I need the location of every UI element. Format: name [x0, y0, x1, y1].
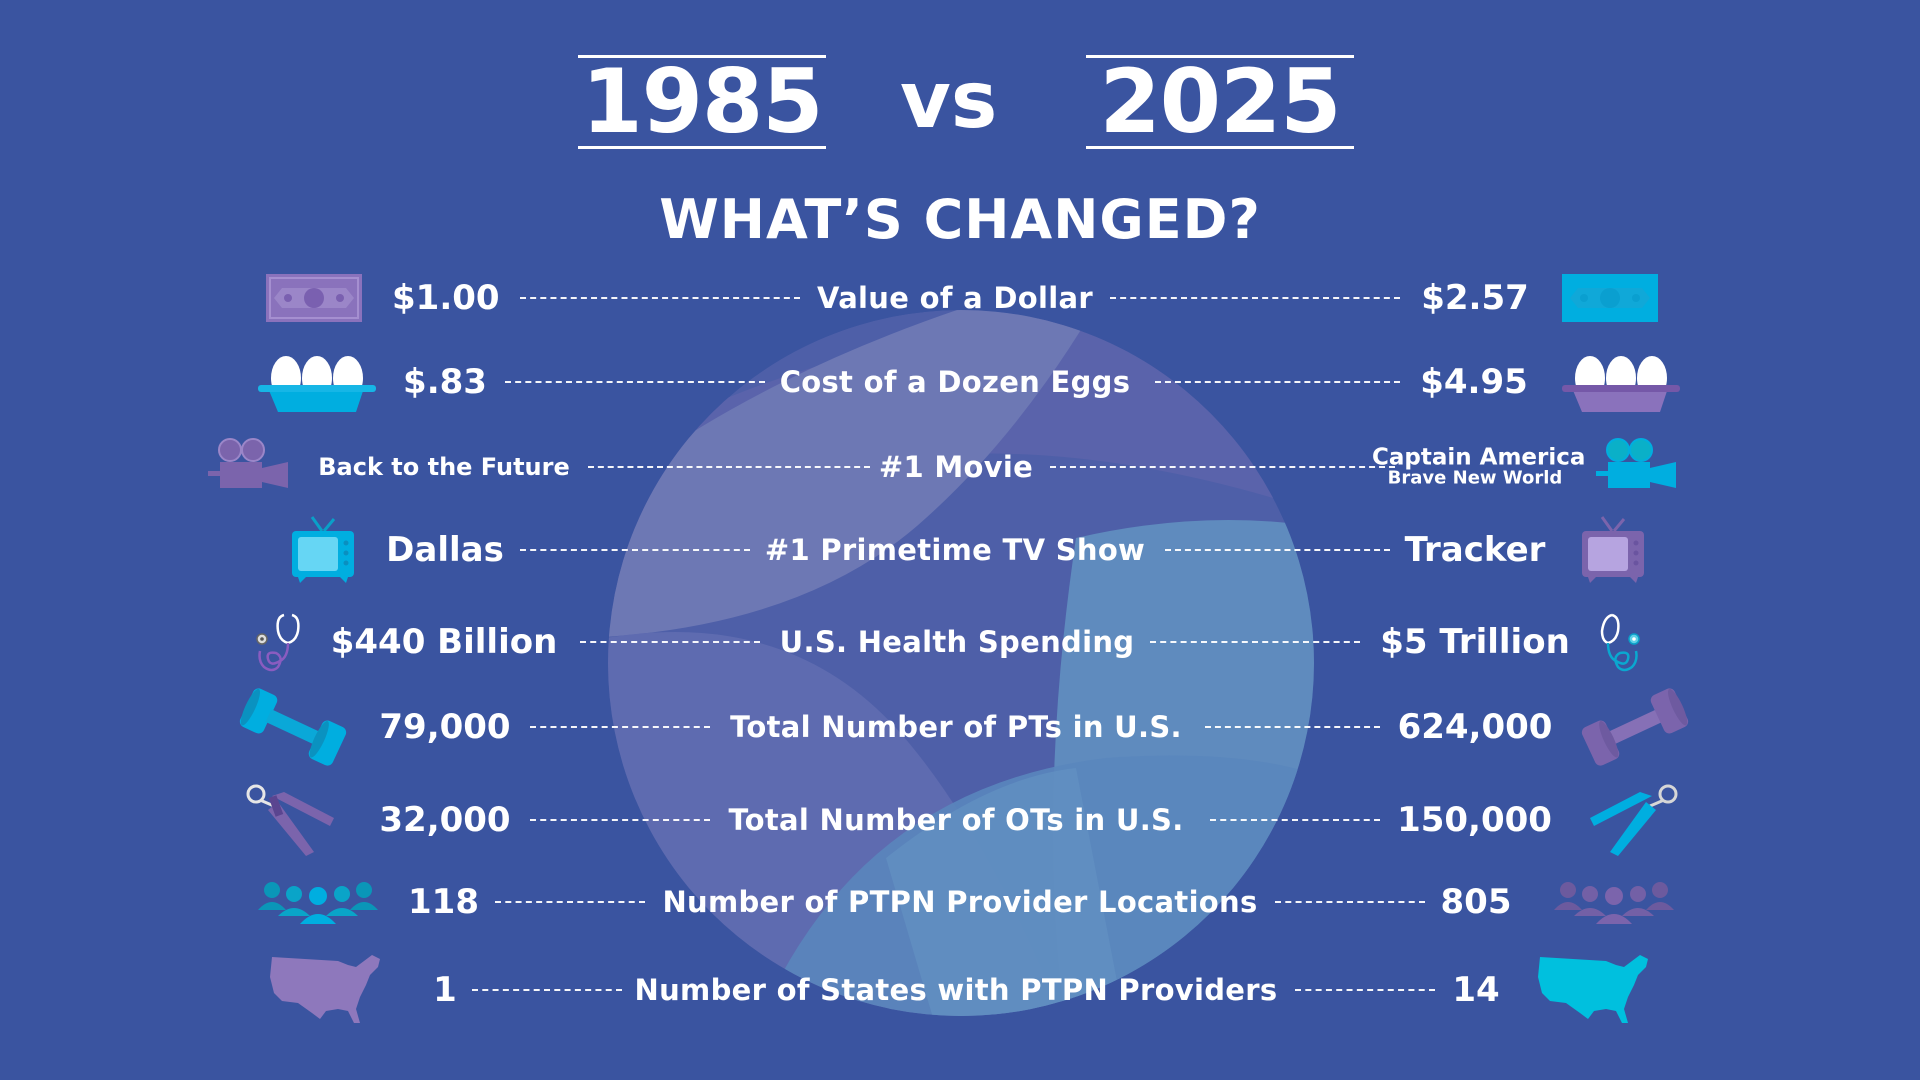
category-label: Total Number of OTs in U.S.	[728, 803, 1184, 837]
dashed-connector	[1205, 726, 1380, 728]
category-label: Total Number of PTs in U.S.	[730, 710, 1182, 744]
comparison-row-locations: 118 Number of PTPN Provider Locations 80…	[0, 872, 1920, 932]
category-label: Cost of a Dozen Eggs	[779, 365, 1131, 399]
dashed-connector	[1165, 549, 1390, 551]
value-1985: 1	[433, 970, 457, 1010]
comparison-row-movie: Back to the Future #1 Movie Captain Amer…	[0, 437, 1920, 497]
hand-grip-icon	[246, 784, 334, 856]
egg-carton-icon	[1562, 356, 1680, 412]
category-label: Number of PTPN Provider Locations	[662, 885, 1258, 919]
comparison-row-eggs: $.83 Cost of a Dozen Eggs $4.95	[0, 352, 1920, 412]
category-label: #1 Movie	[878, 450, 1034, 484]
category-label: Value of a Dollar	[817, 281, 1093, 315]
value-1985: 118	[408, 882, 479, 922]
comparison-row-ots: 32,000 Total Number of OTs in U.S. 150,0…	[0, 784, 1920, 856]
value-2025: $5 Trillion	[1380, 622, 1570, 662]
comparison-row-dollar: $1.00 Value of a Dollar $2.57	[0, 268, 1920, 328]
stethoscope-icon	[1600, 613, 1640, 672]
page-subtitle: WHAT’S CHANGED?	[659, 188, 1261, 251]
value-1985: $440 Billion	[330, 622, 558, 662]
vs-text: vs	[900, 56, 998, 146]
comparison-row-tv: Dallas #1 Primetime TV Show Tracker	[0, 516, 1920, 583]
value-2025: 805	[1440, 882, 1512, 922]
stethoscope-icon	[256, 613, 300, 672]
year-left-text: 1985	[581, 50, 824, 153]
dashed-connector	[1110, 297, 1400, 299]
dashed-connector	[1150, 641, 1360, 643]
value-1985: $.83	[403, 362, 487, 402]
value-1985: $1.00	[392, 278, 500, 318]
comparison-row-pts: 79,000 Total Number of PTs in U.S. 624,0…	[0, 688, 1920, 766]
movie-camera-icon	[208, 438, 288, 488]
year-right-text: 2025	[1099, 50, 1342, 153]
year-1985-heading: 1985	[578, 55, 826, 149]
dashed-connector	[580, 641, 760, 643]
dollar-bill-icon	[266, 274, 362, 322]
value-2025: 14	[1452, 970, 1500, 1010]
year-2025-heading: 2025	[1086, 55, 1354, 149]
comparison-row-states: 1 Number of States with PTPN Providers 1…	[0, 955, 1920, 1023]
value-2025: $2.57	[1421, 278, 1529, 318]
dashed-connector	[520, 549, 750, 551]
value-2025-line2: Brave New World	[1387, 467, 1563, 489]
hand-grip-icon	[1590, 784, 1678, 856]
value-1985: 79,000	[379, 707, 511, 747]
value-1985: Back to the Future	[318, 453, 570, 481]
dashed-connector	[588, 466, 870, 468]
dumbbell-icon	[1581, 688, 1689, 766]
value-2025: $4.95	[1420, 362, 1528, 402]
value-2025-line1: Captain America	[1372, 444, 1586, 471]
dashed-connector	[495, 901, 645, 903]
dashed-connector	[1210, 819, 1380, 821]
dumbbell-icon	[239, 688, 347, 766]
value-2025: Tracker	[1404, 530, 1546, 570]
value-1985: 32,000	[379, 800, 511, 840]
category-label: U.S. Health Spending	[779, 625, 1135, 659]
value-1985: Dallas	[386, 530, 504, 570]
value-2025: 624,000	[1397, 707, 1553, 747]
movie-camera-icon	[1596, 438, 1676, 488]
dashed-connector	[530, 726, 710, 728]
dashed-connector	[520, 297, 800, 299]
dashed-connector	[1155, 381, 1400, 383]
people-group-icon	[258, 882, 378, 924]
comparison-row-health-spending: $440 Billion U.S. Health Spending $5 Tri…	[0, 612, 1920, 672]
dashed-connector	[1050, 466, 1395, 468]
header: 1985 vs 2025 WHAT’S CHANGED?	[0, 0, 1920, 251]
egg-carton-icon	[258, 356, 376, 412]
tv-icon	[1582, 516, 1644, 583]
tv-icon	[292, 516, 354, 583]
dollar-bill-icon	[1562, 274, 1658, 322]
category-label: #1 Primetime TV Show	[764, 533, 1146, 567]
dashed-connector	[1275, 901, 1425, 903]
dashed-connector	[530, 819, 710, 821]
us-map-icon	[1538, 955, 1648, 1023]
dashed-connector	[1295, 989, 1435, 991]
value-2025: Captain America Brave New World	[1372, 444, 1586, 489]
people-group-icon	[1554, 882, 1674, 924]
category-label: Number of States with PTPN Providers	[634, 973, 1278, 1007]
us-map-icon	[270, 955, 380, 1023]
dashed-connector	[505, 381, 765, 383]
dashed-connector	[472, 989, 622, 991]
value-2025: 150,000	[1397, 800, 1552, 840]
